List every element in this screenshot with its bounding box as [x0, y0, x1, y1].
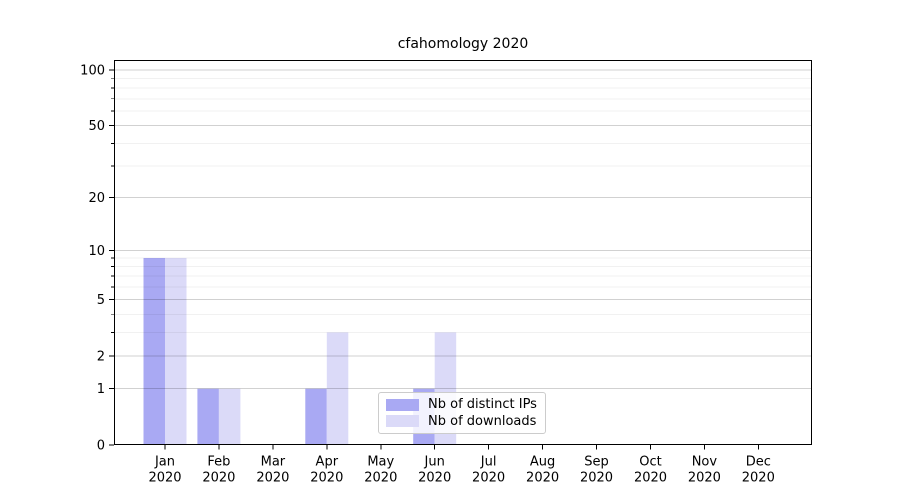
x-tick-label-month: Jun	[424, 455, 445, 470]
x-tick-label-month: Oct	[639, 455, 661, 470]
x-tick-label-month: May	[367, 455, 394, 470]
gridlines-group	[114, 69, 812, 390]
y-tick-label: 2	[97, 349, 105, 364]
x-tick-label-year: 2020	[580, 471, 613, 486]
x-tick-label-year: 2020	[202, 471, 235, 486]
y-tick-label: 100	[80, 64, 105, 79]
x-tick-label-month: Apr	[316, 455, 339, 470]
x-tick-label-month: Jul	[480, 455, 497, 470]
bar-feb-downloads	[218, 388, 241, 445]
x-tick-label-year: 2020	[310, 471, 343, 486]
y-tick-label: 50	[88, 119, 105, 134]
x-tick-label-month: Jan	[154, 455, 175, 470]
x-tick-label-year: 2020	[256, 471, 289, 486]
y-tick-label: 0	[97, 439, 105, 454]
x-tick-label-year: 2020	[688, 471, 721, 486]
y-tick-label: 20	[88, 191, 105, 206]
y-tick-label: 10	[88, 244, 105, 259]
y-tick-label: 5	[97, 293, 105, 308]
legend-entry-distinct-ips: Nb of distinct IPs	[386, 398, 538, 411]
axes-frame	[113, 59, 813, 446]
legend-label-distinct-ips: Nb of distinct IPs	[428, 397, 537, 413]
x-tick-label-year: 2020	[472, 471, 505, 486]
y-axis-group: 0 1 2 5 10 20 50 100	[80, 64, 114, 454]
x-tick-label-year: 2020	[418, 471, 451, 486]
x-tick-label-year: 2020	[526, 471, 559, 486]
bar-apr-distinct-ips	[305, 388, 327, 445]
x-axis-group: Jan2020Feb2020Mar2020Apr2020May2020Jun20…	[148, 445, 775, 486]
bar-feb-distinct-ips	[197, 388, 219, 445]
x-tick-label-month: Feb	[207, 455, 230, 470]
bar-jan-distinct-ips	[143, 258, 165, 445]
x-tick-label-month: Nov	[692, 455, 718, 470]
x-tick-label-month: Aug	[530, 455, 555, 470]
x-tick-label-year: 2020	[148, 471, 181, 486]
x-tick-label-month: Mar	[261, 455, 286, 470]
legend-entry-downloads: Nb of downloads	[386, 415, 538, 428]
x-tick-label-year: 2020	[364, 471, 397, 486]
legend: Nb of distinct IPs Nb of downloads	[378, 392, 546, 434]
legend-swatch-downloads-icon	[386, 415, 419, 428]
bar-jan-downloads	[165, 258, 187, 445]
x-tick-label-month: Sep	[584, 455, 609, 470]
legend-swatch-distinct-ips-icon	[386, 398, 419, 411]
x-tick-label-year: 2020	[634, 471, 667, 486]
y-tick-label: 1	[97, 382, 105, 397]
chart-title: cfahomology 2020	[397, 36, 529, 52]
bar-apr-downloads	[326, 332, 349, 445]
legend-label-downloads: Nb of downloads	[428, 413, 537, 429]
x-tick-label-month: Dec	[746, 455, 771, 470]
x-tick-label-year: 2020	[742, 471, 775, 486]
